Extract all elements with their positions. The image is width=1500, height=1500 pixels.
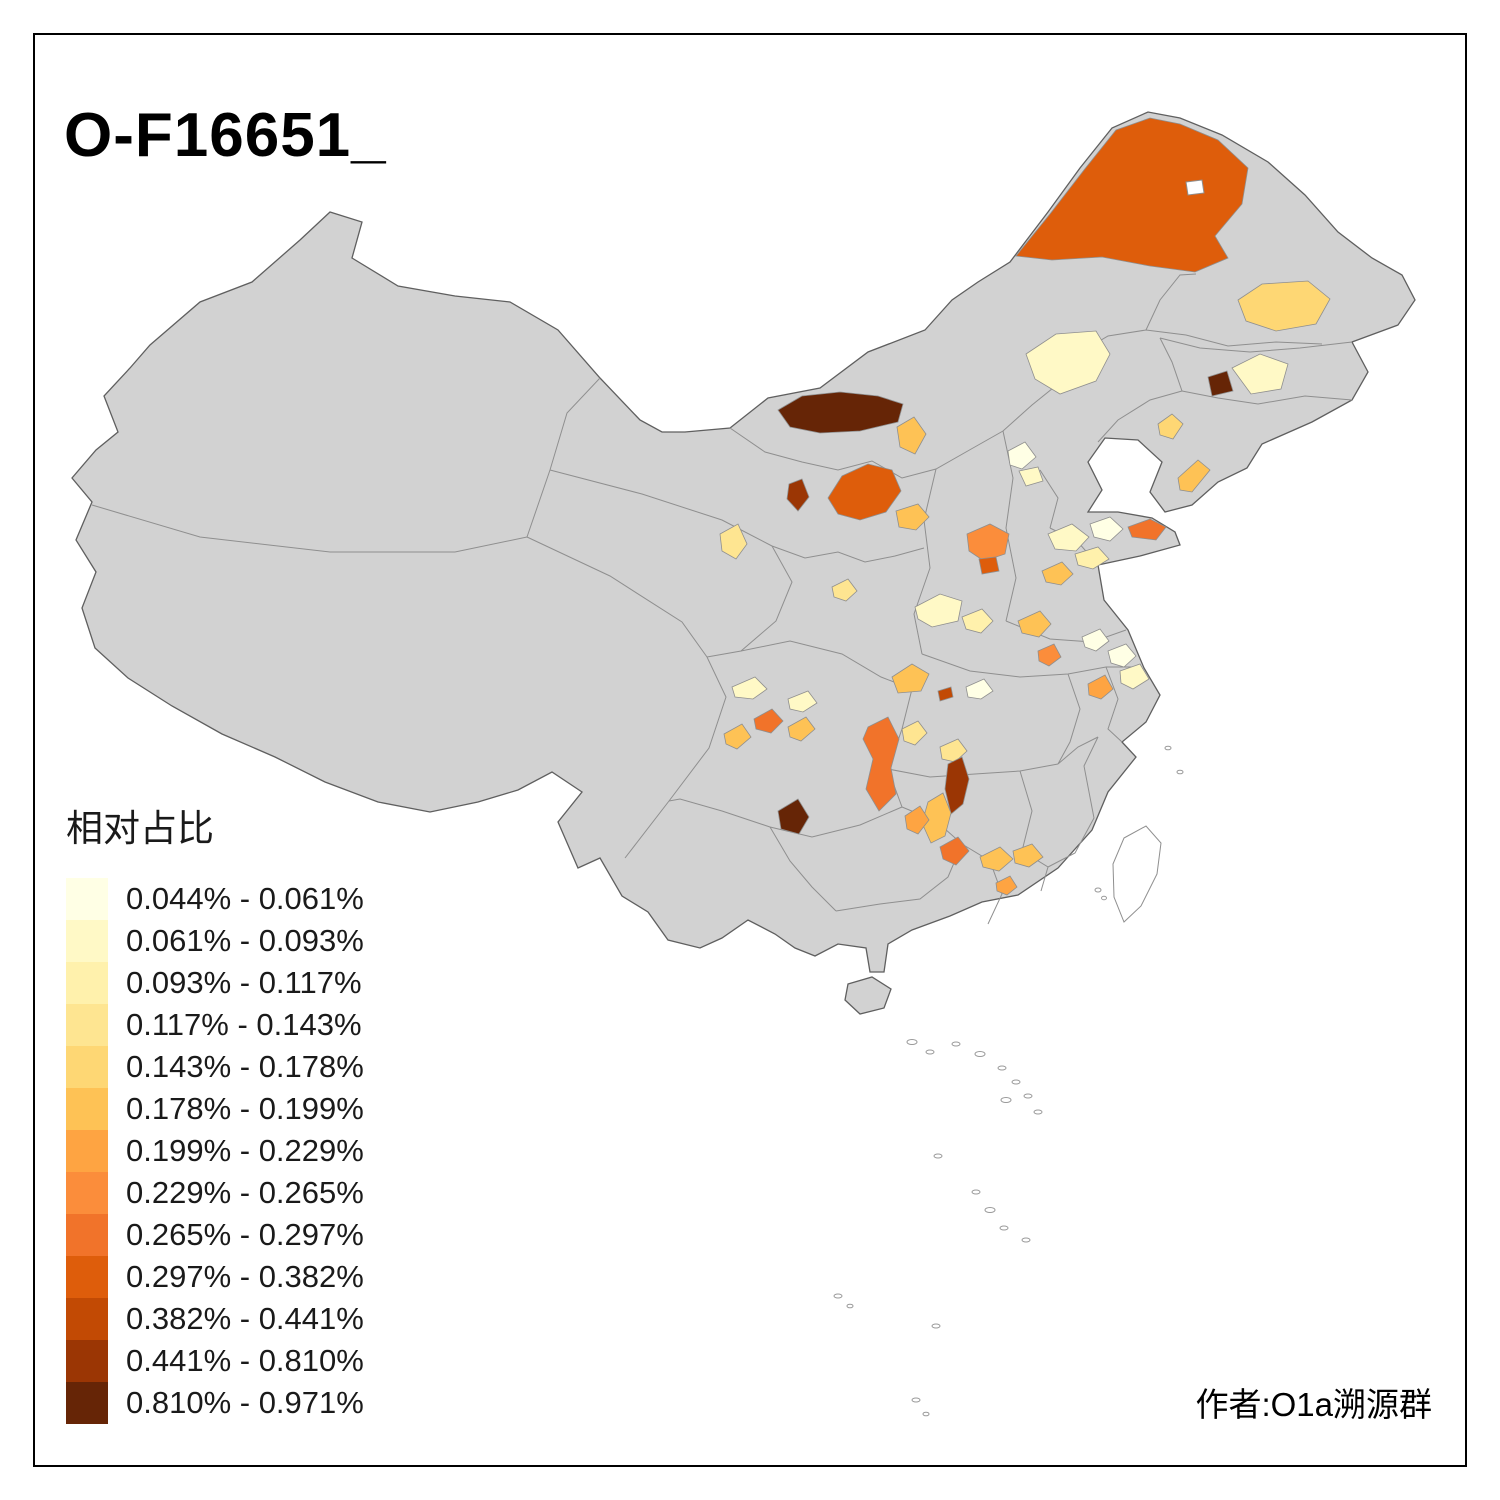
legend-range-label: 0.297% - 0.382% bbox=[126, 1259, 364, 1294]
legend-swatch bbox=[66, 1256, 108, 1298]
legend-range-label: 0.143% - 0.178% bbox=[126, 1049, 364, 1084]
map-region bbox=[896, 416, 927, 455]
hainan-island bbox=[844, 976, 892, 1015]
page-title: O-F16651_ bbox=[64, 100, 387, 170]
legend-swatch bbox=[66, 878, 108, 920]
legend-swatch bbox=[66, 1088, 108, 1130]
map-region bbox=[723, 723, 752, 750]
map-region bbox=[966, 523, 1010, 562]
map-region bbox=[1015, 117, 1249, 273]
legend-swatch bbox=[66, 1172, 108, 1214]
legend-row: 0.810% - 0.971% bbox=[66, 1382, 364, 1424]
legend-row: 0.093% - 0.117% bbox=[66, 962, 364, 1004]
map-region bbox=[979, 846, 1014, 872]
map-region bbox=[862, 716, 900, 812]
legend-range-label: 0.061% - 0.093% bbox=[126, 923, 364, 958]
legend-row: 0.143% - 0.178% bbox=[66, 1046, 364, 1088]
legend-range-label: 0.441% - 0.810% bbox=[126, 1343, 364, 1378]
legend-row: 0.229% - 0.265% bbox=[66, 1172, 364, 1214]
legend-row: 0.441% - 0.810% bbox=[66, 1340, 364, 1382]
map-region bbox=[978, 556, 1000, 575]
map-region bbox=[914, 593, 963, 628]
legend-range-label: 0.382% - 0.441% bbox=[126, 1301, 364, 1336]
legend-swatch bbox=[66, 1130, 108, 1172]
legend-range-label: 0.044% - 0.061% bbox=[126, 881, 364, 916]
map-region bbox=[891, 663, 930, 694]
map-region bbox=[1012, 843, 1044, 868]
south-china-sea-islands bbox=[833, 745, 1184, 1417]
legend-row: 0.044% - 0.061% bbox=[66, 878, 364, 920]
legend-rows: 0.044% - 0.061% 0.061% - 0.093% 0.093% - 0… bbox=[66, 878, 364, 1424]
map-region bbox=[939, 738, 968, 763]
map-region bbox=[1177, 459, 1211, 493]
map-region bbox=[904, 805, 930, 835]
legend-swatch bbox=[66, 1298, 108, 1340]
legend-row: 0.061% - 0.093% bbox=[66, 920, 364, 962]
legend: 相对占比 0.044% - 0.061% 0.061% - 0.093% 0.093… bbox=[66, 798, 364, 1424]
map-region bbox=[777, 391, 904, 434]
legend-row: 0.382% - 0.441% bbox=[66, 1298, 364, 1340]
map-region bbox=[1041, 561, 1074, 586]
legend-swatch bbox=[66, 962, 108, 1004]
legend-range-label: 0.093% - 0.117% bbox=[126, 965, 362, 1000]
map-region bbox=[1207, 370, 1234, 397]
hulun-lake bbox=[1185, 179, 1205, 196]
legend-row: 0.178% - 0.199% bbox=[66, 1088, 364, 1130]
map-region bbox=[1007, 441, 1037, 470]
map-region bbox=[995, 875, 1018, 896]
map-region bbox=[1074, 546, 1110, 570]
legend-range-label: 0.178% - 0.199% bbox=[126, 1091, 364, 1126]
map-region bbox=[965, 678, 994, 700]
legend-title: 相对占比 bbox=[66, 808, 214, 849]
legend-swatch bbox=[66, 920, 108, 962]
map-region bbox=[1018, 466, 1044, 487]
legend-range-label: 0.265% - 0.297% bbox=[126, 1217, 364, 1252]
map-region bbox=[1037, 643, 1062, 667]
map-region bbox=[901, 720, 928, 746]
legend-range-label: 0.229% - 0.265% bbox=[126, 1175, 364, 1210]
map-region bbox=[731, 676, 768, 700]
map-region bbox=[753, 708, 784, 734]
map-region bbox=[1107, 643, 1137, 668]
legend-range-label: 0.199% - 0.229% bbox=[126, 1133, 364, 1168]
colored-regions bbox=[719, 117, 1331, 896]
legend-swatch bbox=[66, 1046, 108, 1088]
legend-swatch bbox=[66, 1214, 108, 1256]
legend-row: 0.265% - 0.297% bbox=[66, 1214, 364, 1256]
legend-row: 0.297% - 0.382% bbox=[66, 1256, 364, 1298]
map-region bbox=[944, 756, 970, 815]
map-region bbox=[831, 578, 858, 602]
map-region bbox=[1119, 663, 1150, 690]
map-region bbox=[1025, 330, 1111, 395]
map-region bbox=[1231, 353, 1289, 395]
map-region bbox=[787, 690, 818, 713]
map-region bbox=[961, 608, 994, 634]
map-region bbox=[937, 686, 954, 702]
map-region bbox=[786, 478, 810, 512]
map-region bbox=[719, 523, 748, 560]
taiwan-island bbox=[1112, 825, 1162, 923]
legend-swatch bbox=[66, 1340, 108, 1382]
map-region bbox=[1017, 610, 1052, 638]
legend-swatch bbox=[66, 1382, 108, 1424]
legend-row: 0.199% - 0.229% bbox=[66, 1130, 364, 1172]
map-region bbox=[1047, 523, 1090, 552]
map-region bbox=[895, 503, 930, 531]
map-region bbox=[1237, 280, 1331, 332]
legend-range-label: 0.117% - 0.143% bbox=[126, 1007, 362, 1042]
map-region bbox=[1127, 518, 1167, 541]
map-region bbox=[1089, 516, 1124, 542]
legend-range-label: 0.810% - 0.971% bbox=[126, 1385, 364, 1420]
author-credit: 作者:O1a溯源群 bbox=[1195, 1386, 1432, 1423]
map-region bbox=[1157, 413, 1184, 440]
map-region bbox=[1081, 628, 1110, 652]
legend-swatch bbox=[66, 1004, 108, 1046]
map-region bbox=[1087, 674, 1114, 700]
map-region bbox=[777, 798, 810, 835]
map-region bbox=[939, 836, 970, 866]
map-region bbox=[827, 463, 902, 521]
legend-row: 0.117% - 0.143% bbox=[66, 1004, 364, 1046]
map-region bbox=[787, 716, 816, 742]
